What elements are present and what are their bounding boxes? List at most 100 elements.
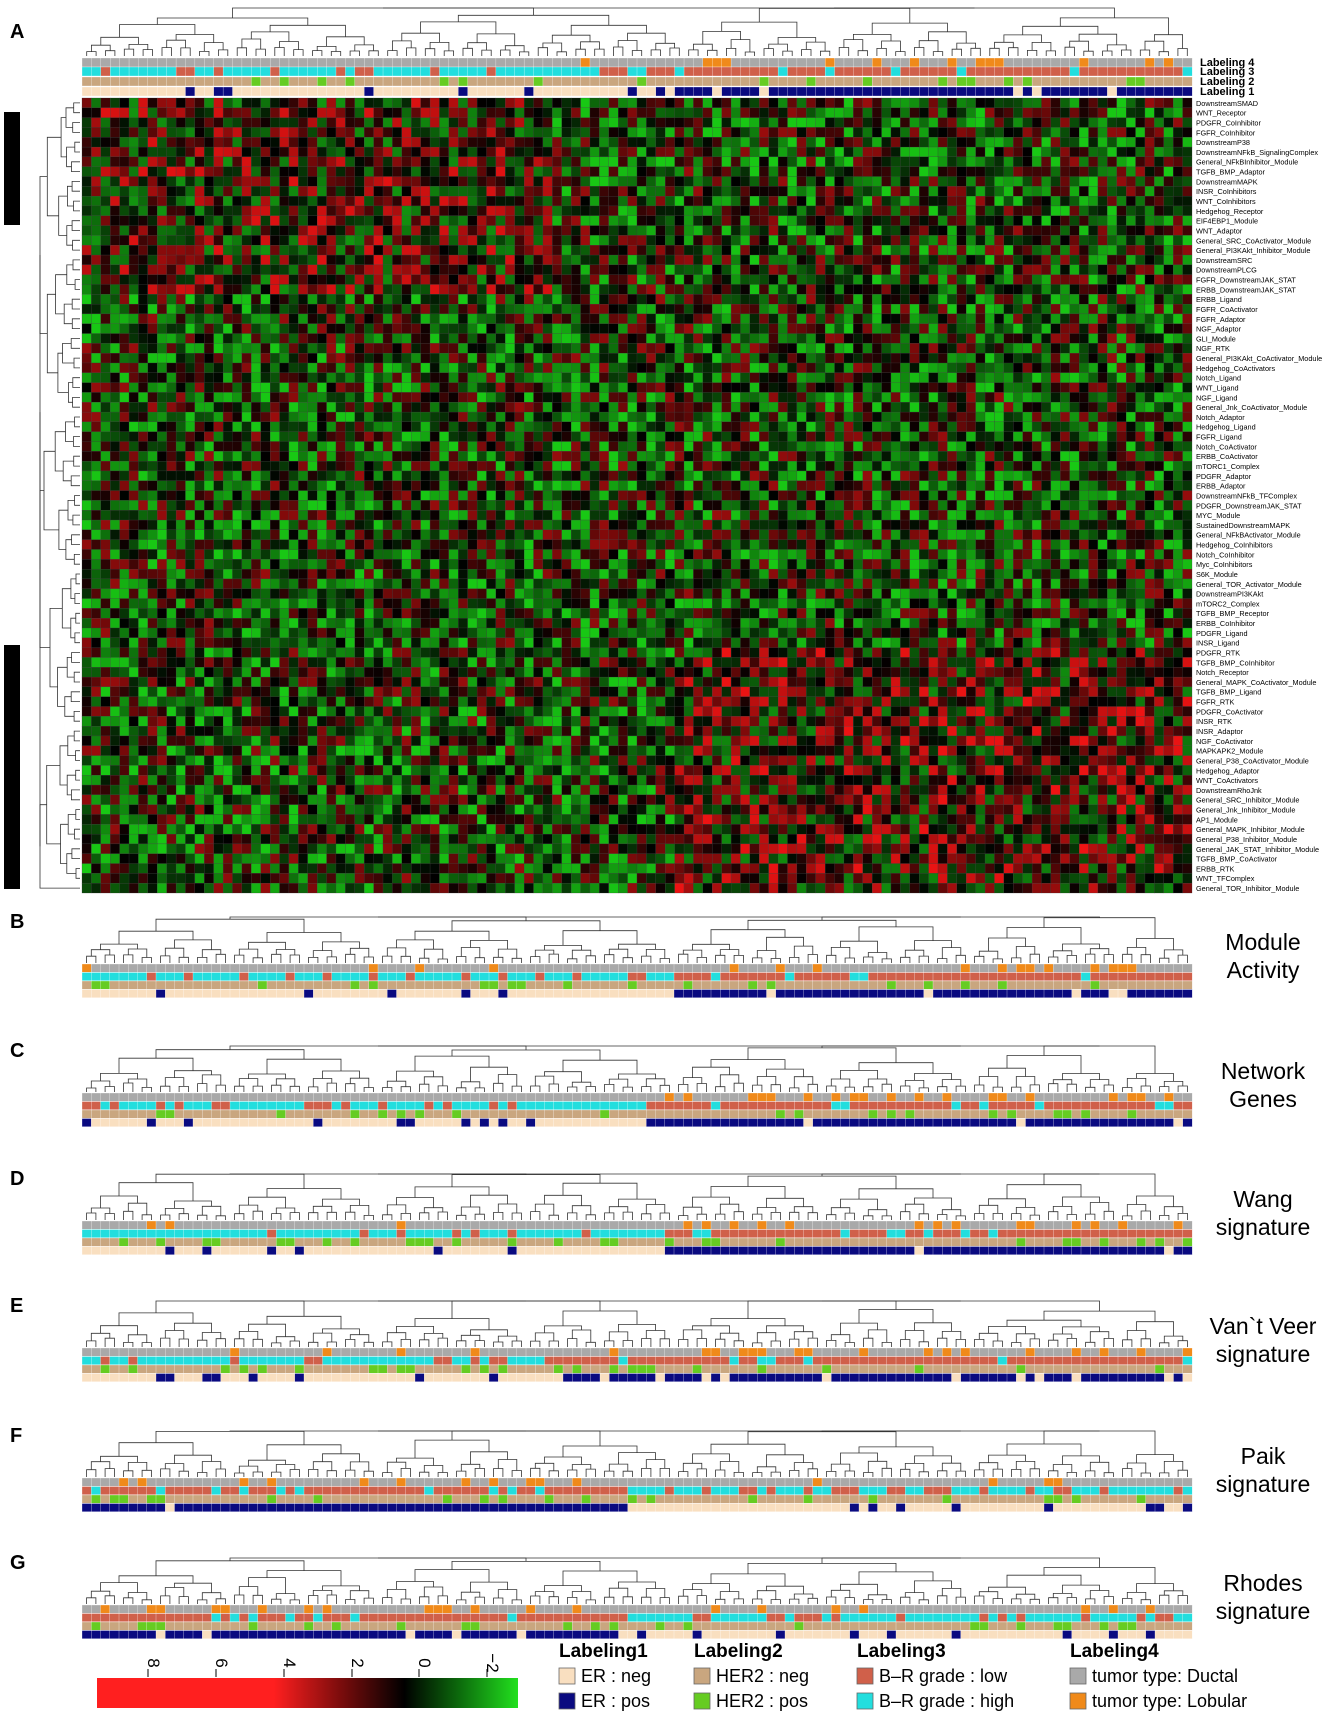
heatmap-cell bbox=[458, 196, 468, 207]
heatmap-cell bbox=[298, 402, 308, 413]
track-cell bbox=[824, 66, 836, 77]
heatmap-cell bbox=[740, 333, 751, 344]
heatmap-cell bbox=[147, 362, 158, 373]
heatmap-cell bbox=[608, 421, 619, 432]
track-cell bbox=[862, 66, 873, 77]
heatmap-cell bbox=[646, 146, 656, 158]
heatmap-cell bbox=[683, 166, 694, 177]
heatmap-cell bbox=[1022, 225, 1033, 236]
heatmap-cell bbox=[335, 343, 346, 354]
heatmap-cell bbox=[222, 117, 233, 128]
track-cell bbox=[269, 86, 281, 97]
heatmap-cell bbox=[420, 392, 431, 403]
heatmap-cell bbox=[448, 146, 459, 158]
heatmap-cell bbox=[674, 274, 685, 285]
heatmap-cell bbox=[1031, 362, 1042, 373]
heatmap-cell bbox=[646, 254, 656, 265]
heatmap-cell bbox=[317, 353, 327, 364]
heatmap-cell bbox=[815, 431, 826, 442]
track-cell bbox=[655, 66, 666, 77]
dendrogram-branch bbox=[73, 357, 80, 369]
heatmap-cell bbox=[467, 97, 478, 108]
heatmap-cell bbox=[373, 313, 384, 324]
dendrogram-branch bbox=[726, 48, 737, 56]
dendrogram-branch bbox=[71, 298, 80, 310]
heatmap-cell bbox=[881, 117, 892, 128]
heatmap-cell bbox=[1022, 411, 1033, 423]
heatmap-cell bbox=[1163, 402, 1174, 413]
heatmap-cell bbox=[81, 284, 92, 295]
track-cell bbox=[1182, 66, 1193, 77]
heatmap-cell bbox=[1022, 362, 1033, 373]
heatmap-cell bbox=[1097, 313, 1108, 324]
heatmap-cell bbox=[1116, 284, 1127, 295]
heatmap-cell bbox=[693, 127, 703, 138]
heatmap-cell bbox=[928, 97, 939, 108]
heatmap-cell bbox=[749, 343, 760, 354]
heatmap-cell bbox=[561, 284, 572, 295]
heatmap-cell bbox=[740, 264, 751, 275]
dendrogram-branch bbox=[72, 239, 80, 251]
heatmap-cell bbox=[618, 362, 628, 373]
heatmap-cell bbox=[185, 166, 196, 177]
heatmap-cell bbox=[862, 353, 873, 364]
heatmap-cell bbox=[1173, 274, 1183, 285]
track-cell bbox=[1050, 76, 1061, 87]
heatmap-cell bbox=[749, 353, 760, 364]
heatmap-cell bbox=[608, 156, 619, 167]
heatmap-cell bbox=[712, 382, 722, 393]
dendrogram-branch bbox=[1177, 48, 1188, 56]
heatmap-cell bbox=[890, 294, 901, 305]
heatmap-cell bbox=[966, 196, 976, 207]
heatmap-cell bbox=[966, 117, 976, 128]
heatmap-cell bbox=[119, 313, 130, 324]
heatmap-cell bbox=[966, 333, 976, 344]
heatmap-cell bbox=[627, 402, 638, 413]
heatmap-cell bbox=[815, 205, 826, 216]
heatmap-cell bbox=[665, 264, 675, 275]
dendrogram-branch bbox=[782, 50, 793, 56]
heatmap-cell bbox=[919, 117, 929, 128]
heatmap-cell bbox=[533, 294, 544, 305]
heatmap-cell bbox=[439, 402, 449, 413]
heatmap-cell bbox=[1003, 323, 1014, 334]
heatmap-cell bbox=[834, 176, 845, 187]
heatmap-cell bbox=[665, 294, 675, 305]
heatmap-cell bbox=[505, 166, 515, 177]
heatmap-cell bbox=[486, 343, 497, 354]
heatmap-cell bbox=[1173, 176, 1183, 187]
heatmap-cell bbox=[843, 196, 854, 207]
heatmap-cell bbox=[1050, 186, 1061, 197]
heatmap-cell bbox=[364, 431, 374, 442]
track-cell bbox=[984, 66, 995, 77]
heatmap-cell bbox=[1135, 431, 1146, 442]
heatmap-cell bbox=[862, 137, 873, 148]
dendrogram-branch bbox=[1008, 47, 1019, 56]
heatmap-cell bbox=[872, 392, 882, 403]
heatmap-cell bbox=[326, 323, 337, 334]
heatmap-cell bbox=[382, 215, 393, 226]
heatmap-cell bbox=[881, 254, 892, 265]
dendrogram-branch bbox=[354, 44, 374, 51]
heatmap-cell bbox=[232, 392, 243, 403]
heatmap-cell bbox=[881, 294, 892, 305]
track-cell bbox=[523, 76, 534, 87]
heatmap-cell bbox=[542, 411, 553, 423]
heatmap-cell bbox=[119, 362, 130, 373]
track-cell bbox=[439, 66, 450, 77]
heatmap-cell bbox=[853, 264, 863, 275]
heatmap-cell bbox=[1003, 372, 1014, 383]
heatmap-cell bbox=[354, 117, 365, 128]
heatmap-cell bbox=[91, 176, 101, 187]
track-cell bbox=[486, 66, 497, 77]
dendrogram-branch bbox=[730, 39, 751, 52]
heatmap-cell bbox=[486, 284, 497, 295]
heatmap-cell bbox=[523, 411, 534, 423]
heatmap-cell bbox=[890, 421, 901, 432]
heatmap-cell bbox=[1078, 274, 1089, 285]
heatmap-cell bbox=[721, 303, 732, 315]
heatmap-cell bbox=[542, 382, 553, 393]
heatmap-cell bbox=[966, 411, 976, 423]
heatmap-cell bbox=[1031, 294, 1042, 305]
heatmap-cell bbox=[928, 402, 939, 413]
